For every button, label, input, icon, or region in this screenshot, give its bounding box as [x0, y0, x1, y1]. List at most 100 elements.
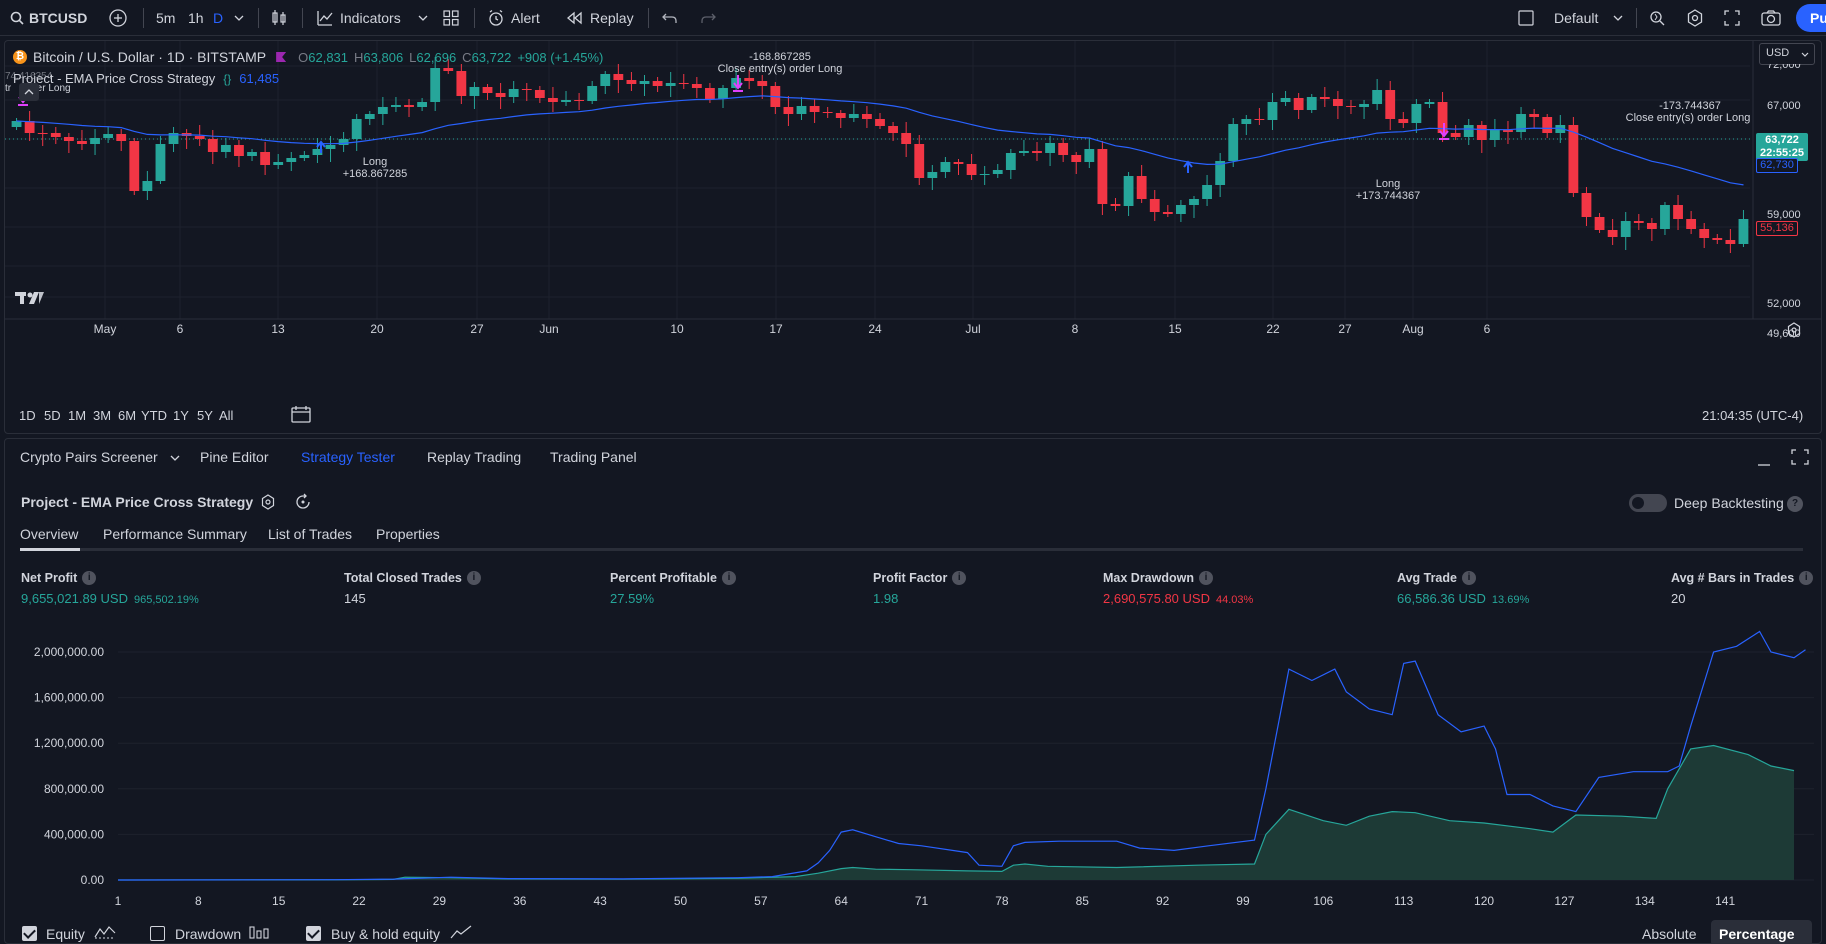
info-icon[interactable]: i	[466, 571, 481, 585]
chart-type-button[interactable]	[270, 0, 288, 36]
subtab-properties[interactable]: Properties	[376, 526, 440, 542]
refresh-icon[interactable]	[294, 493, 312, 511]
ohlc-low-label: L	[409, 49, 417, 65]
tradingview-logo[interactable]	[15, 290, 45, 311]
metric-net-profit: Net Profit i 9,655,021.89 USD 965,502.19%	[21, 571, 199, 606]
tab-crypto-pairs-screener[interactable]: Crypto Pairs Screener	[20, 449, 180, 465]
last-price: 63,722	[1765, 134, 1799, 146]
indicators-label: Indicators	[340, 10, 401, 26]
price-chart-canvas[interactable]	[5, 41, 1822, 434]
percentage-toggle[interactable]: Percentage	[1711, 920, 1812, 944]
info-icon[interactable]: i	[1799, 571, 1814, 585]
y-tick-label: 2,000,000.00	[34, 645, 104, 659]
range-button-3m[interactable]: 3M	[93, 408, 112, 423]
tab-replay-trading[interactable]: Replay Trading	[427, 449, 522, 465]
candle-body	[247, 152, 257, 156]
tab-trading-panel[interactable]: Trading Panel	[550, 449, 637, 465]
undo-icon	[662, 13, 677, 23]
publish-button[interactable]: Pub	[1796, 4, 1826, 32]
snapshot-button[interactable]	[1761, 0, 1781, 36]
buy-hold-checkbox[interactable]	[306, 926, 321, 941]
help-icon[interactable]: ?	[1787, 495, 1803, 512]
range-button-1d[interactable]: 1D	[19, 408, 36, 423]
symbol-search[interactable]: BTCUSD	[10, 0, 87, 36]
settings-button[interactable]	[1686, 0, 1704, 36]
calendar-icon[interactable]	[291, 405, 311, 423]
layout-icon	[1518, 10, 1534, 26]
candle-body	[992, 170, 1003, 174]
absolute-toggle[interactable]: Absolute	[1642, 926, 1697, 942]
candles-icon	[272, 10, 286, 25]
flag-icon[interactable]	[276, 52, 287, 62]
interval-5m[interactable]: 5m	[156, 10, 176, 26]
code-icon[interactable]: {}	[223, 71, 232, 86]
equity-chart[interactable]: 2,000,000.00 1,600,000.00 1,200,000.00 800,…	[4, 630, 1822, 905]
candle-body	[1463, 125, 1474, 137]
metric-unit: USD	[100, 591, 128, 606]
candle-body	[63, 137, 74, 141]
quick-search-button[interactable]	[1648, 0, 1666, 36]
range-button-1y[interactable]: 1Y	[173, 408, 189, 423]
info-icon[interactable]: i	[82, 571, 97, 585]
alert-button[interactable]: Alert	[487, 0, 540, 36]
candle-body	[1686, 219, 1697, 229]
chart-settings-icon[interactable]	[1786, 322, 1802, 338]
candle-body	[1568, 125, 1579, 193]
layout-button[interactable]	[1518, 0, 1534, 36]
ohlc-high: 63,806	[363, 49, 404, 65]
interval-dropdown[interactable]	[234, 0, 244, 36]
range-button-5y[interactable]: 5Y	[197, 408, 213, 423]
info-icon[interactable]: i	[1199, 571, 1213, 585]
collapse-legend-button[interactable]	[19, 83, 39, 101]
candle-body	[1437, 102, 1448, 133]
range-button-6m[interactable]: 6M	[118, 408, 137, 423]
minimize-icon[interactable]	[1757, 456, 1771, 466]
tab-strategy-tester[interactable]: Strategy Tester	[301, 449, 395, 465]
templates-button[interactable]	[442, 0, 460, 36]
compare-symbol-button[interactable]	[108, 0, 128, 36]
replay-button[interactable]: Replay	[566, 0, 634, 36]
metric-label: Total Closed Trades	[344, 571, 462, 585]
range-button-ytd[interactable]: YTD	[141, 408, 167, 423]
range-button-1m[interactable]: 1M	[68, 408, 87, 423]
range-button-5d[interactable]: 5D	[44, 408, 61, 423]
replay-label: Replay	[590, 10, 634, 26]
tab-pine-editor[interactable]: Pine Editor	[200, 449, 269, 465]
subtab-list-of-trades[interactable]: List of Trades	[268, 526, 353, 542]
subtab-overview[interactable]: Overview	[20, 526, 79, 542]
currency-select[interactable]: USD	[1759, 43, 1815, 65]
time-axis-label: 6	[1483, 322, 1491, 336]
interval-1h[interactable]: 1h	[188, 10, 204, 26]
clock[interactable]: 21:04:35 (UTC-4)	[1702, 408, 1804, 423]
range-button-all[interactable]: All	[219, 408, 234, 423]
candle-body	[835, 113, 846, 118]
long-entry-1-label: Long	[362, 156, 388, 168]
time-axis-label: 6	[176, 322, 184, 336]
candle-body	[1032, 151, 1042, 153]
equity-area	[118, 745, 1794, 880]
equity-checkbox[interactable]	[22, 926, 37, 941]
info-icon[interactable]: i	[721, 571, 736, 585]
layout-dropdown[interactable]	[1613, 0, 1623, 36]
info-icon[interactable]: i	[1461, 571, 1476, 585]
layout-name[interactable]: Default	[1554, 10, 1599, 26]
strategy-legend[interactable]: Project - EMA Price Cross Strategy {} 61…	[13, 71, 279, 86]
interval-d[interactable]: D	[213, 0, 223, 36]
divider	[1636, 8, 1637, 28]
rewind-icon	[566, 11, 582, 25]
subtab-performance-summary[interactable]: Performance Summary	[103, 526, 247, 542]
fullscreen-button[interactable]	[1724, 0, 1740, 36]
price-chart[interactable]: ₿ Bitcoin / U.S. Dollar · 1D · BITSTAMP …	[4, 40, 1822, 434]
price-tick: 59,000	[1767, 209, 1801, 221]
deep-backtesting-toggle[interactable]	[1629, 494, 1667, 512]
info-icon[interactable]: i	[952, 571, 967, 585]
redo-button[interactable]	[700, 0, 716, 36]
drawdown-checkbox[interactable]	[150, 926, 165, 941]
indicators-dropdown[interactable]	[418, 0, 428, 36]
undo-button[interactable]	[662, 0, 678, 36]
maximize-icon[interactable]	[1791, 449, 1809, 465]
indicators-button[interactable]: Indicators	[316, 0, 401, 36]
x-tick-label: 85	[1076, 894, 1090, 905]
strategy-settings-icon[interactable]	[260, 494, 276, 510]
candle-body	[796, 106, 807, 114]
